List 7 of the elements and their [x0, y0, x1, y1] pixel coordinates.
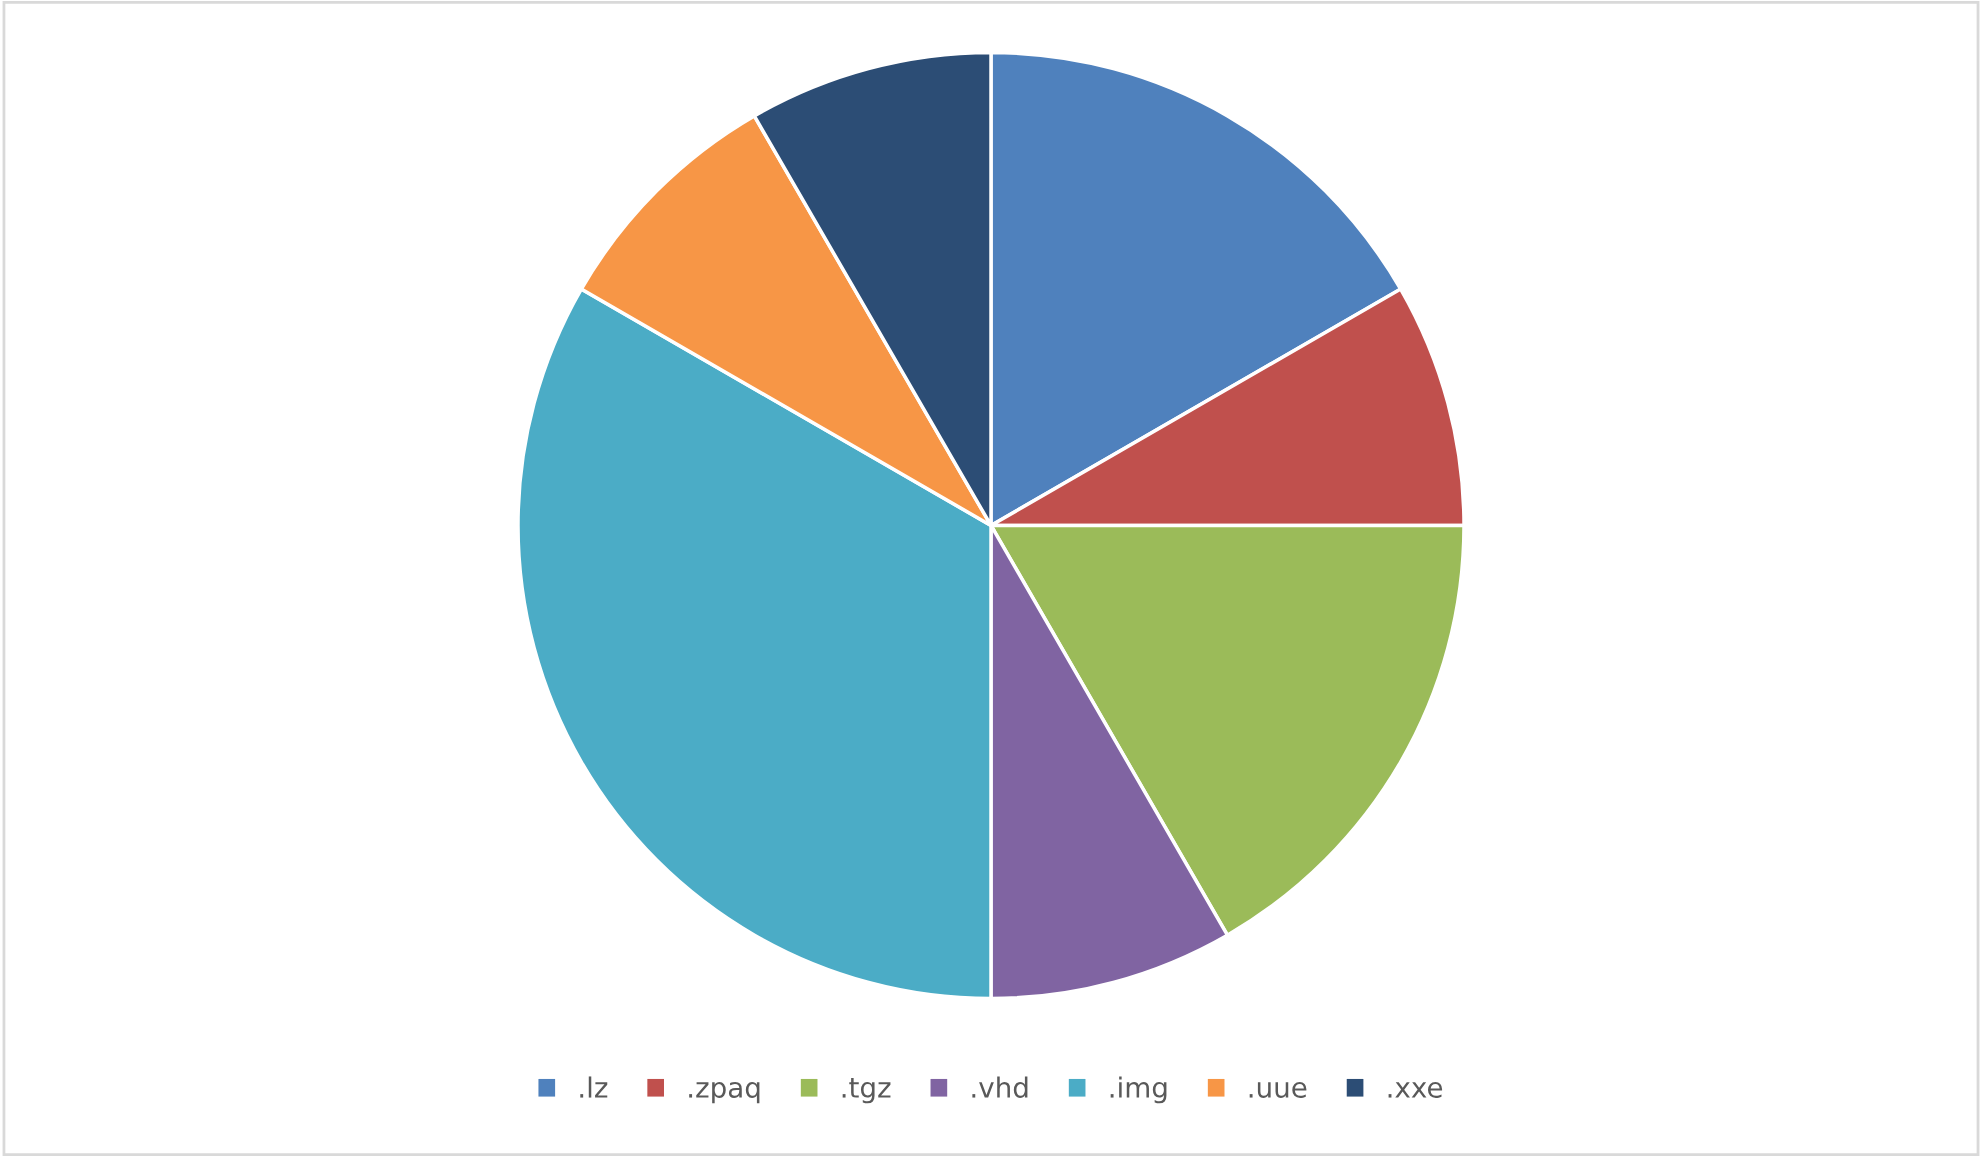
legend-label: .xxe — [1388, 1082, 1443, 1098]
legend-label: .vhd — [972, 1076, 1028, 1098]
legend-label: .tgz — [842, 1078, 891, 1104]
legend-label: .img — [1110, 1076, 1167, 1104]
legend-label: .uue — [1249, 1082, 1307, 1098]
legend-label: .lz — [580, 1076, 608, 1098]
legend-label: .zpaq — [689, 1082, 760, 1104]
